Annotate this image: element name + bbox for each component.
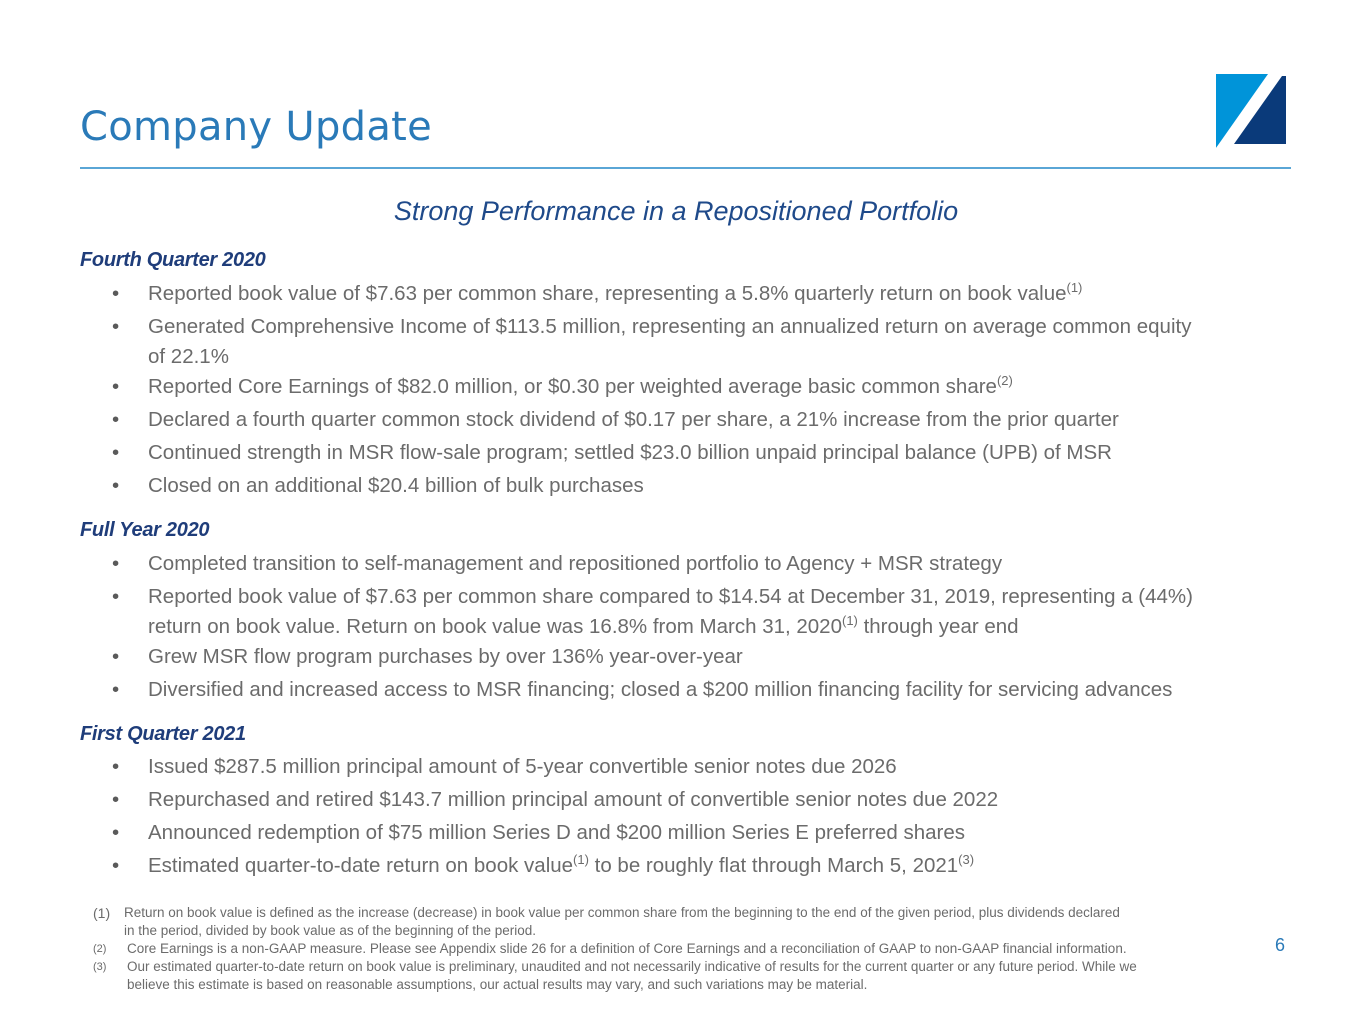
title-divider (80, 167, 1291, 169)
bullet-glyph: • (112, 408, 120, 431)
bullet-glyph: • (112, 788, 120, 811)
bullet-glyph: • (112, 854, 120, 877)
section-heading-q1-2021: First Quarter 2021 (80, 723, 246, 745)
page-number: 6 (1275, 935, 1286, 955)
section-heading-q4-2020: Fourth Quarter 2020 (80, 249, 266, 271)
bullet-glyph: • (112, 282, 120, 305)
bullet-glyph: • (112, 441, 120, 464)
company-logo-icon (1216, 74, 1286, 150)
section-heading-fy-2020: Full Year 2020 (80, 519, 210, 541)
bullet-glyph: • (112, 755, 120, 778)
bullet-glyph: • (112, 585, 120, 608)
bullet-glyph: • (112, 474, 120, 497)
bullet-glyph: • (112, 678, 120, 701)
bullet-glyph: • (112, 375, 120, 398)
bullet-glyph: • (112, 645, 120, 668)
slide-subtitle: Strong Performance in a Repositioned Por… (393, 196, 959, 226)
bullet-glyph: • (112, 821, 120, 844)
bullet-glyph: • (112, 552, 120, 575)
bullet-glyph: • (112, 315, 120, 338)
page-title: Company Update (80, 104, 433, 150)
